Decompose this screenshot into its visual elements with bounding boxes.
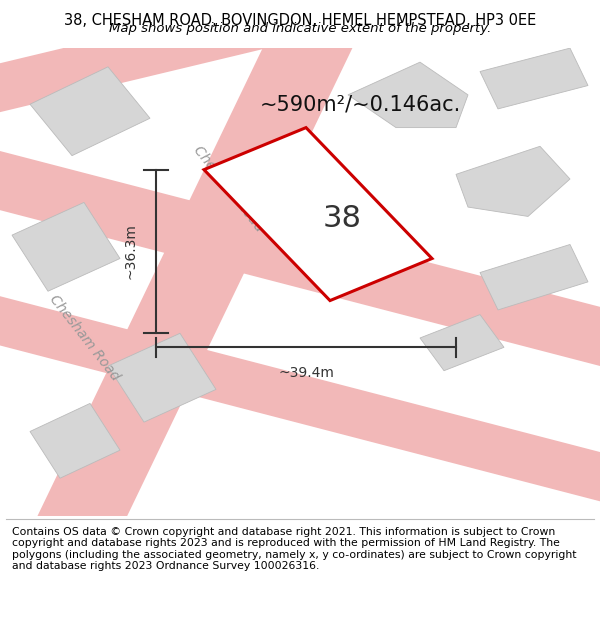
Text: 38: 38 [323,204,361,233]
Text: Chesham Road: Chesham Road [190,142,266,234]
Polygon shape [12,202,120,291]
Polygon shape [420,314,504,371]
Polygon shape [348,62,468,127]
Polygon shape [30,403,120,478]
Text: Contains OS data © Crown copyright and database right 2021. This information is : Contains OS data © Crown copyright and d… [12,526,577,571]
Polygon shape [0,283,600,514]
Text: 38, CHESHAM ROAD, BOVINGDON, HEMEL HEMPSTEAD, HP3 0EE: 38, CHESHAM ROAD, BOVINGDON, HEMEL HEMPS… [64,14,536,29]
Text: ~39.4m: ~39.4m [278,366,334,380]
Polygon shape [204,127,432,301]
Polygon shape [20,0,370,574]
Polygon shape [0,138,600,379]
Text: ~36.3m: ~36.3m [124,224,138,279]
Polygon shape [480,48,588,109]
Polygon shape [480,244,588,310]
Text: Map shows position and indicative extent of the property.: Map shows position and indicative extent… [109,22,491,34]
Polygon shape [108,333,216,422]
Polygon shape [456,146,570,216]
Text: ~590m²/~0.146ac.: ~590m²/~0.146ac. [259,94,461,114]
Text: Chesham Road: Chesham Road [46,292,122,384]
Polygon shape [0,0,369,118]
Polygon shape [30,67,150,156]
